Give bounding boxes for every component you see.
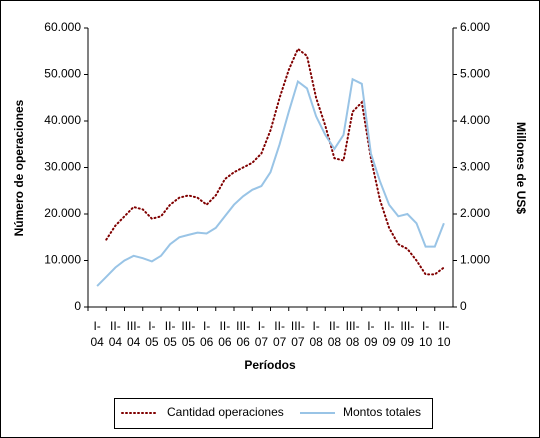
y-tick-label: 30.000 (44, 160, 81, 174)
x-tick-label: II-08 (328, 319, 342, 349)
x-tick-label: II-05 (163, 319, 177, 349)
x-tick-label: II-10 (437, 319, 451, 349)
x-tick-label: III-06 (236, 319, 250, 349)
x-tick-label: III-09 (400, 319, 414, 349)
y-tick-label: 0 (74, 299, 81, 313)
y2-tick-label: 2.000 (460, 206, 490, 220)
x-tick-label: I-04 (90, 319, 104, 349)
x-tick-label: I-07 (255, 319, 269, 349)
y2-tick-label: 0 (460, 299, 467, 313)
x-tick-label: II-09 (382, 319, 396, 349)
legend-box (114, 398, 433, 429)
x-tick-label: I-05 (145, 319, 159, 349)
y2-tick-label: 4.000 (460, 113, 490, 127)
x-tick-label: I-10 (419, 319, 433, 349)
y2-axis-title: Millones de US$ (514, 122, 528, 214)
x-tick-label: I-08 (309, 319, 323, 349)
y2-tick-label: 1.000 (460, 253, 490, 267)
y-tick-label: 60.000 (44, 20, 81, 34)
x-tick-label: III-08 (346, 319, 360, 349)
y-tick-label: 50.000 (44, 67, 81, 81)
series-line (105, 47, 445, 276)
x-tick-label: III-07 (291, 319, 305, 349)
y-axis-title: Número de operaciones (12, 99, 26, 236)
y-tick-label: 20.000 (44, 206, 81, 220)
x-tick-label: II-06 (218, 319, 232, 349)
y2-tick-label: 3.000 (460, 160, 490, 174)
x-tick-label: III-04 (127, 319, 141, 349)
series-line (96, 77, 445, 287)
legend-label: Cantidad operaciones (167, 405, 284, 419)
x-tick-label: I-09 (364, 319, 378, 349)
x-axis-title: Períodos (244, 358, 296, 372)
y-tick-label: 10.000 (44, 253, 81, 267)
x-tick-label: II-07 (273, 319, 287, 349)
y2-tick-label: 5.000 (460, 67, 490, 81)
y-tick-label: 40.000 (44, 113, 81, 127)
legend-label: Montos totales (343, 405, 421, 419)
x-tick-label: II-04 (109, 319, 123, 349)
x-tick-label: I-06 (200, 319, 214, 349)
x-tick-label: III-05 (181, 319, 195, 349)
y2-tick-label: 6.000 (460, 20, 490, 34)
